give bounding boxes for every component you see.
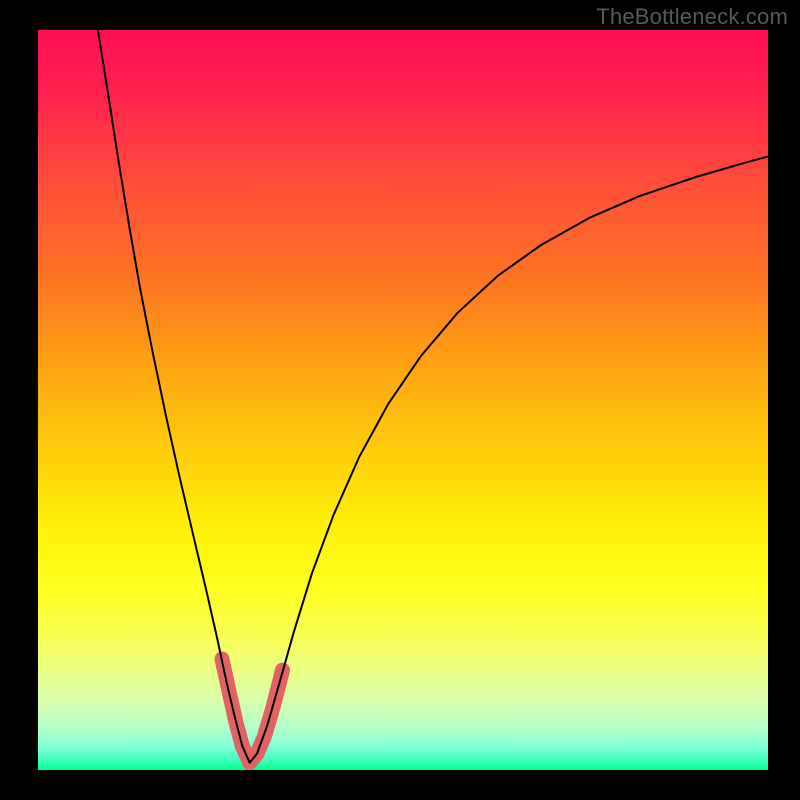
watermark-text: TheBottleneck.com bbox=[596, 4, 788, 30]
chart-frame: TheBottleneck.com bbox=[0, 0, 800, 800]
bottleneck-curve-chart bbox=[0, 0, 800, 800]
plot-background bbox=[38, 30, 768, 770]
